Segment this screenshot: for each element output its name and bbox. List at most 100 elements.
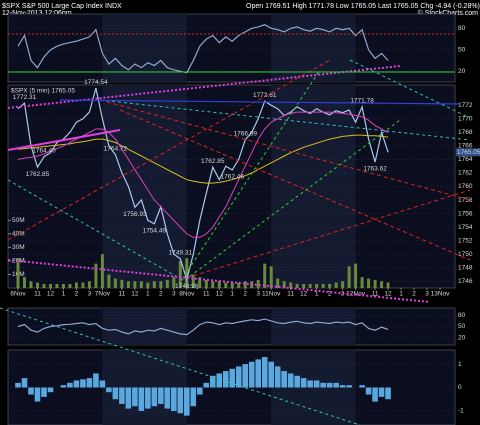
volume-bar: [341, 281, 345, 288]
volume-bar: [113, 278, 117, 288]
y-tick-label: 1748: [458, 264, 473, 271]
trendline: [184, 69, 321, 276]
y-tick-label: 1754: [458, 224, 473, 231]
y-tick-label: 1770: [458, 116, 473, 123]
x-tick-label: 3: [88, 291, 92, 298]
volume-bar: [172, 277, 176, 288]
trendline: [7, 259, 431, 303]
value-label: 1771.78: [350, 98, 374, 105]
bar: [268, 361, 274, 388]
bar: [261, 357, 268, 388]
volume-bar: [354, 263, 358, 288]
volume-bar: [107, 274, 111, 288]
volume-bar: [276, 278, 280, 288]
series-line: [17, 318, 389, 336]
bar: [60, 385, 67, 388]
volume-bar: [367, 278, 371, 288]
volume-bar: [159, 281, 163, 288]
day-shade: [271, 308, 356, 345]
bar: [365, 387, 372, 395]
x-tick-label: 2: [75, 291, 79, 298]
bar: [229, 368, 236, 388]
y-tick-label: 1764: [458, 156, 473, 163]
volume-bar: [211, 281, 215, 288]
bar: [255, 359, 262, 388]
volume-bar: [295, 283, 299, 288]
x-tick-label: 8Nov: [179, 291, 195, 298]
volume-bar: [94, 263, 98, 288]
volume-bar: [55, 283, 59, 288]
bar: [333, 382, 339, 388]
y-tick-label: 1750: [458, 251, 473, 258]
bar: [138, 387, 145, 411]
bar: [41, 387, 47, 397]
series-line: [17, 87, 389, 282]
value-label: 1749.31: [169, 250, 193, 257]
bar: [307, 380, 313, 388]
y-tick-label: 80: [458, 312, 466, 319]
bar: [158, 387, 164, 404]
bar: [99, 380, 106, 388]
y-tick-label: 20: [458, 68, 466, 75]
bar: [300, 378, 307, 388]
x-tick-label: 12: [384, 291, 392, 298]
x-tick-label: 1: [230, 291, 234, 298]
value-label: 1762.46: [220, 174, 244, 181]
volume-bar: [217, 281, 221, 288]
bar: [235, 366, 242, 388]
y2-tick-label: 30M: [12, 244, 25, 251]
y-tick-label: 1756: [458, 210, 473, 217]
value-label: 1762.85: [26, 171, 50, 178]
x-tick-label: 12: [131, 291, 139, 298]
volume-bar: [269, 266, 273, 288]
bar: [248, 361, 255, 388]
last-value: 1765.05: [457, 149, 480, 156]
bar: [177, 387, 184, 414]
trendline: [7, 59, 331, 241]
bar: [73, 380, 80, 388]
volume-bar: [243, 281, 247, 288]
y-tick-label: 1762: [458, 170, 473, 177]
volume-bar: [230, 282, 234, 288]
volume-bar: [191, 274, 195, 288]
bar: [93, 373, 99, 388]
bar: [209, 375, 216, 388]
credit: © StockCharts.com: [418, 9, 479, 17]
volume-bar: [308, 283, 312, 288]
y-tick-label: 1772: [458, 102, 473, 109]
volume-bar: [16, 258, 20, 288]
bar: [106, 387, 112, 393]
volume-bar: [302, 283, 306, 288]
panel-marks: [16, 87, 390, 288]
x-tick-label: 2: [328, 291, 332, 298]
y2-tick-label: 40M: [12, 231, 25, 238]
volume-bar: [321, 283, 325, 288]
x-tick-label: 11Nov: [262, 291, 281, 298]
x-tick-label: 3: [172, 291, 176, 298]
value-label: 1764.40: [32, 147, 56, 154]
y-tick-label: 1766: [458, 143, 473, 150]
value-label: 1746.26: [175, 283, 199, 290]
volume-bar: [165, 279, 169, 288]
x-tick-label: 1: [62, 291, 66, 298]
trendline: [7, 129, 121, 151]
x-tick-label: 6Nov: [10, 291, 26, 298]
volume-bar: [81, 282, 85, 288]
value-label: 1774.54: [84, 79, 108, 86]
y-tick-label: 1768: [458, 129, 473, 136]
value-label: 1772.61: [253, 92, 277, 99]
bar: [287, 373, 294, 388]
volume-bar: [347, 266, 351, 288]
x-tick-label: 3: [256, 291, 260, 298]
value-label: 1762.85: [201, 158, 225, 165]
bar: [67, 382, 73, 388]
volume-bar: [42, 283, 46, 288]
x-tick-label: 11: [203, 291, 210, 298]
bar: [346, 385, 352, 388]
chart-date: 12-Nov-2013 12:06pm: [2, 10, 72, 17]
trendline: [99, 99, 471, 201]
volume-bar: [74, 282, 78, 288]
x-tick-label: 1: [315, 291, 319, 298]
volume-bar: [237, 282, 241, 288]
value-label: 1764.72: [104, 145, 128, 152]
